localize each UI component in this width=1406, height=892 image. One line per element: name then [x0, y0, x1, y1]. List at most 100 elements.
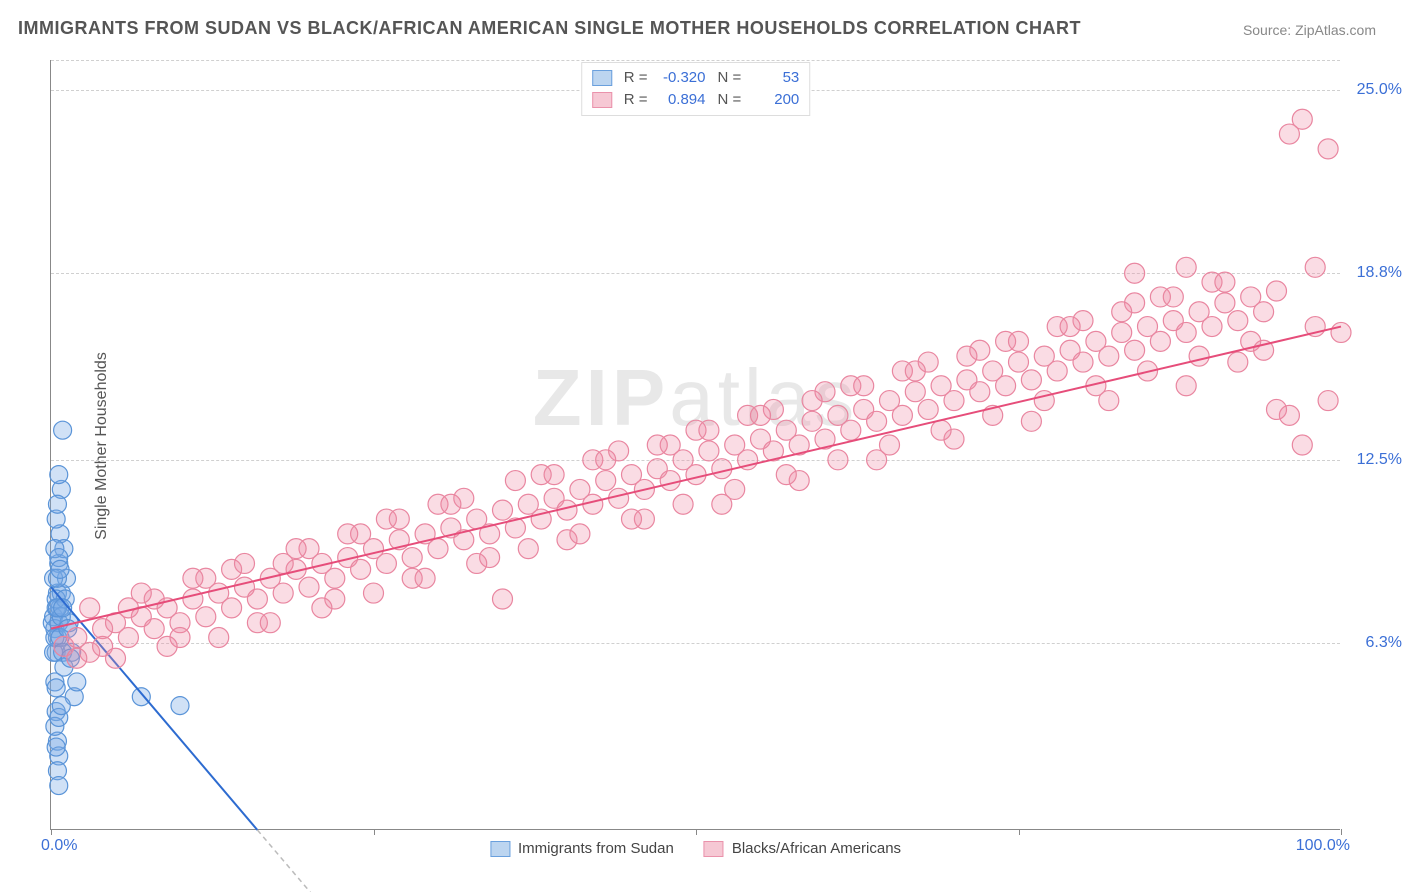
x-tick-left: 0.0%: [41, 837, 77, 855]
data-point: [1021, 411, 1041, 431]
data-point: [260, 613, 280, 633]
data-point: [1318, 391, 1338, 411]
plot-area: ZIPatlas 6.3%12.5%18.8%25.0% R = -0.320 …: [50, 60, 1340, 830]
legend-item: Immigrants from Sudan: [490, 840, 674, 857]
data-point: [712, 459, 732, 479]
data-point: [570, 524, 590, 544]
legend-swatch: [704, 841, 724, 857]
data-point: [1150, 331, 1170, 351]
x-tick-mark: [374, 829, 375, 835]
legend-item: Blacks/African Americans: [704, 840, 901, 857]
data-point: [312, 598, 332, 618]
r-value: -0.320: [656, 67, 706, 89]
data-point: [1228, 352, 1248, 372]
source-attribution: Source: ZipAtlas.com: [1243, 22, 1376, 38]
data-point: [1331, 322, 1351, 342]
data-point: [918, 399, 938, 419]
legend-swatch: [592, 70, 612, 86]
data-point: [944, 391, 964, 411]
data-point: [1305, 257, 1325, 277]
trend-line-extrapolated: [257, 830, 334, 892]
data-point: [1215, 293, 1235, 313]
data-point: [854, 376, 874, 396]
data-point: [50, 466, 68, 484]
data-point: [725, 479, 745, 499]
data-point: [144, 619, 164, 639]
data-point: [957, 346, 977, 366]
x-tick-mark: [51, 829, 52, 835]
data-point: [776, 465, 796, 485]
data-point: [622, 509, 642, 529]
data-point: [1099, 346, 1119, 366]
data-point: [209, 628, 229, 648]
data-point: [47, 738, 65, 756]
data-point: [1021, 370, 1041, 390]
data-point: [351, 559, 371, 579]
data-point: [47, 679, 65, 697]
data-point: [1254, 302, 1274, 322]
data-point: [1125, 340, 1145, 360]
scatter-svg: [51, 60, 1340, 829]
y-tick-label: 25.0%: [1357, 81, 1402, 99]
data-point: [196, 607, 216, 627]
legend-label: Immigrants from Sudan: [518, 840, 674, 857]
chart-title: IMMIGRANTS FROM SUDAN VS BLACK/AFRICAN A…: [18, 18, 1081, 39]
data-point: [493, 500, 513, 520]
data-point: [106, 648, 126, 668]
legend-swatch: [592, 92, 612, 108]
data-point: [467, 553, 487, 573]
n-value: 53: [749, 67, 799, 89]
data-point: [867, 411, 887, 431]
data-point: [1267, 281, 1287, 301]
data-point: [1009, 352, 1029, 372]
data-point: [1060, 317, 1080, 337]
data-point: [699, 420, 719, 440]
n-label: N =: [718, 67, 742, 89]
r-value: 0.894: [656, 89, 706, 111]
data-point: [905, 382, 925, 402]
data-point: [441, 494, 461, 514]
trend-line: [51, 327, 1341, 629]
data-point: [48, 495, 66, 513]
data-point: [493, 589, 513, 609]
y-tick-label: 12.5%: [1357, 451, 1402, 469]
data-point: [841, 420, 861, 440]
data-point: [80, 598, 100, 618]
source-link[interactable]: ZipAtlas.com: [1295, 22, 1376, 38]
data-point: [325, 568, 345, 588]
data-point: [647, 435, 667, 455]
n-label: N =: [718, 89, 742, 111]
data-point: [931, 420, 951, 440]
data-point: [660, 471, 680, 491]
data-point: [376, 553, 396, 573]
data-point: [1202, 317, 1222, 337]
data-point: [68, 673, 86, 691]
source-prefix: Source:: [1243, 22, 1295, 38]
data-point: [1009, 331, 1029, 351]
data-point: [1176, 257, 1196, 277]
data-point: [338, 524, 358, 544]
series-legend: Immigrants from Sudan Blacks/African Ame…: [490, 840, 901, 857]
data-point: [235, 553, 255, 573]
data-point: [1176, 376, 1196, 396]
r-label: R =: [624, 89, 648, 111]
correlation-legend: R = -0.320 N = 53 R = 0.894 N = 200: [581, 62, 811, 116]
x-tick-mark: [1341, 829, 1342, 835]
data-point: [286, 539, 306, 559]
data-point: [1125, 263, 1145, 283]
data-point: [802, 411, 822, 431]
data-point: [50, 777, 68, 795]
data-point: [673, 494, 693, 514]
data-point: [1215, 272, 1235, 292]
data-point: [802, 391, 822, 411]
x-tick-right: 100.0%: [1296, 837, 1350, 855]
data-point: [415, 568, 435, 588]
x-tick-mark: [696, 829, 697, 835]
data-point: [1112, 302, 1132, 322]
data-point: [183, 589, 203, 609]
data-point: [970, 382, 990, 402]
x-tick-mark: [1019, 829, 1020, 835]
data-point: [54, 421, 72, 439]
data-point: [1176, 322, 1196, 342]
data-point: [1189, 346, 1209, 366]
